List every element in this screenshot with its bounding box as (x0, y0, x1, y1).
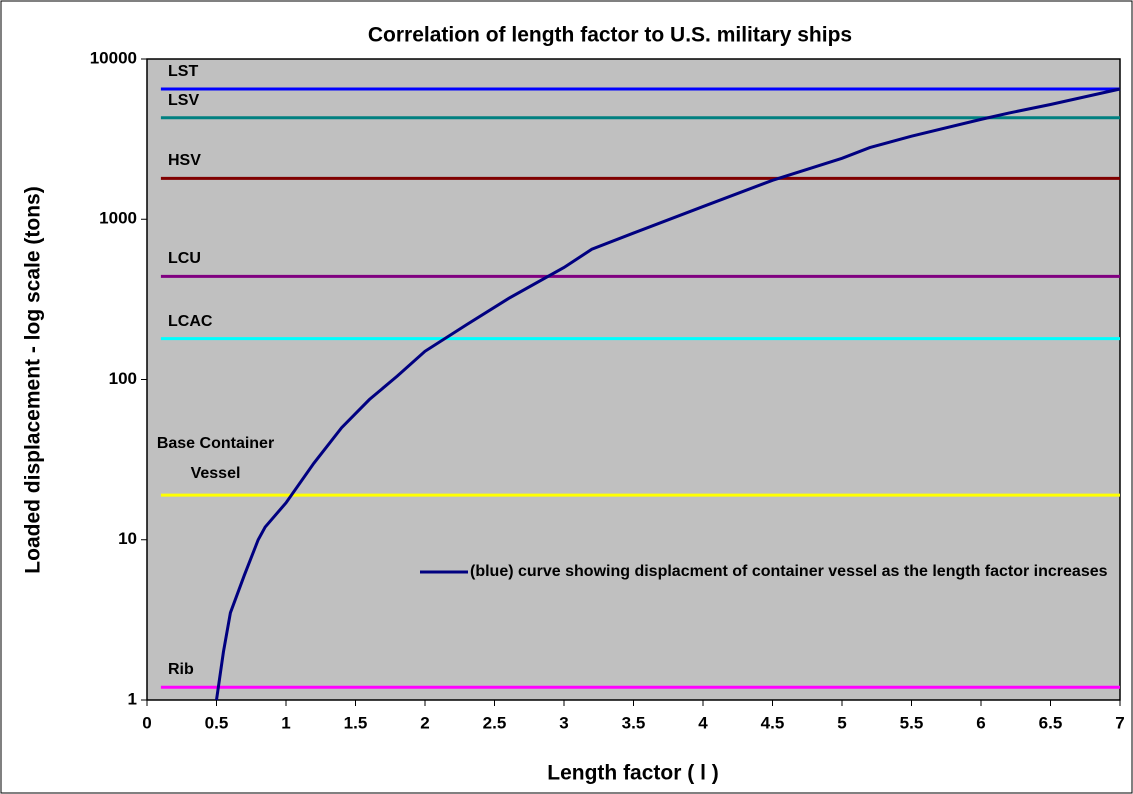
plot-area (146, 58, 1121, 701)
x-tick-label: 2 (420, 713, 429, 732)
x-tick-label: 5 (837, 713, 846, 732)
legend-label: (blue) curve showing displacment of cont… (470, 563, 1108, 580)
x-tick-label: 5.5 (900, 713, 924, 732)
x-tick-label: 6 (976, 713, 985, 732)
x-tick-label: 4 (698, 713, 708, 732)
series-label: LCU (168, 250, 201, 268)
chart-title: Correlation of length factor to U.S. mil… (368, 24, 852, 47)
series-label: Rib (168, 661, 194, 679)
x-tick-label: 3 (559, 713, 568, 732)
series-label: LSV (168, 91, 200, 109)
x-tick-label: 2.5 (483, 713, 507, 732)
x-tick-label: 3.5 (622, 713, 646, 732)
x-tick-label: 1.5 (344, 713, 368, 732)
series-label: LST (168, 62, 199, 80)
series-label: HSV (168, 152, 201, 170)
x-tick-label: 4.5 (761, 713, 785, 732)
y-axis-label: Loaded displacement - log scale (tons) (22, 186, 45, 573)
x-tick-label: 6.5 (1039, 713, 1063, 732)
series-label: LCAC (168, 312, 213, 330)
series-label: Base Container Vessel (156, 435, 275, 483)
y-tick-label: 1000 (99, 209, 137, 228)
x-tick-label: 7 (1115, 713, 1124, 732)
y-tick-label: 100 (109, 369, 137, 388)
series-line (215, 87, 1121, 701)
x-tick-label: 0 (142, 713, 151, 732)
x-tick-label: 0.5 (205, 713, 229, 732)
x-tick-label: 1 (281, 713, 290, 732)
y-tick-label: 10 (118, 529, 137, 548)
x-axis-label: Length factor ( l ) (547, 762, 719, 785)
y-tick-label: 1 (128, 689, 137, 708)
y-tick-label: 10000 (90, 48, 137, 67)
